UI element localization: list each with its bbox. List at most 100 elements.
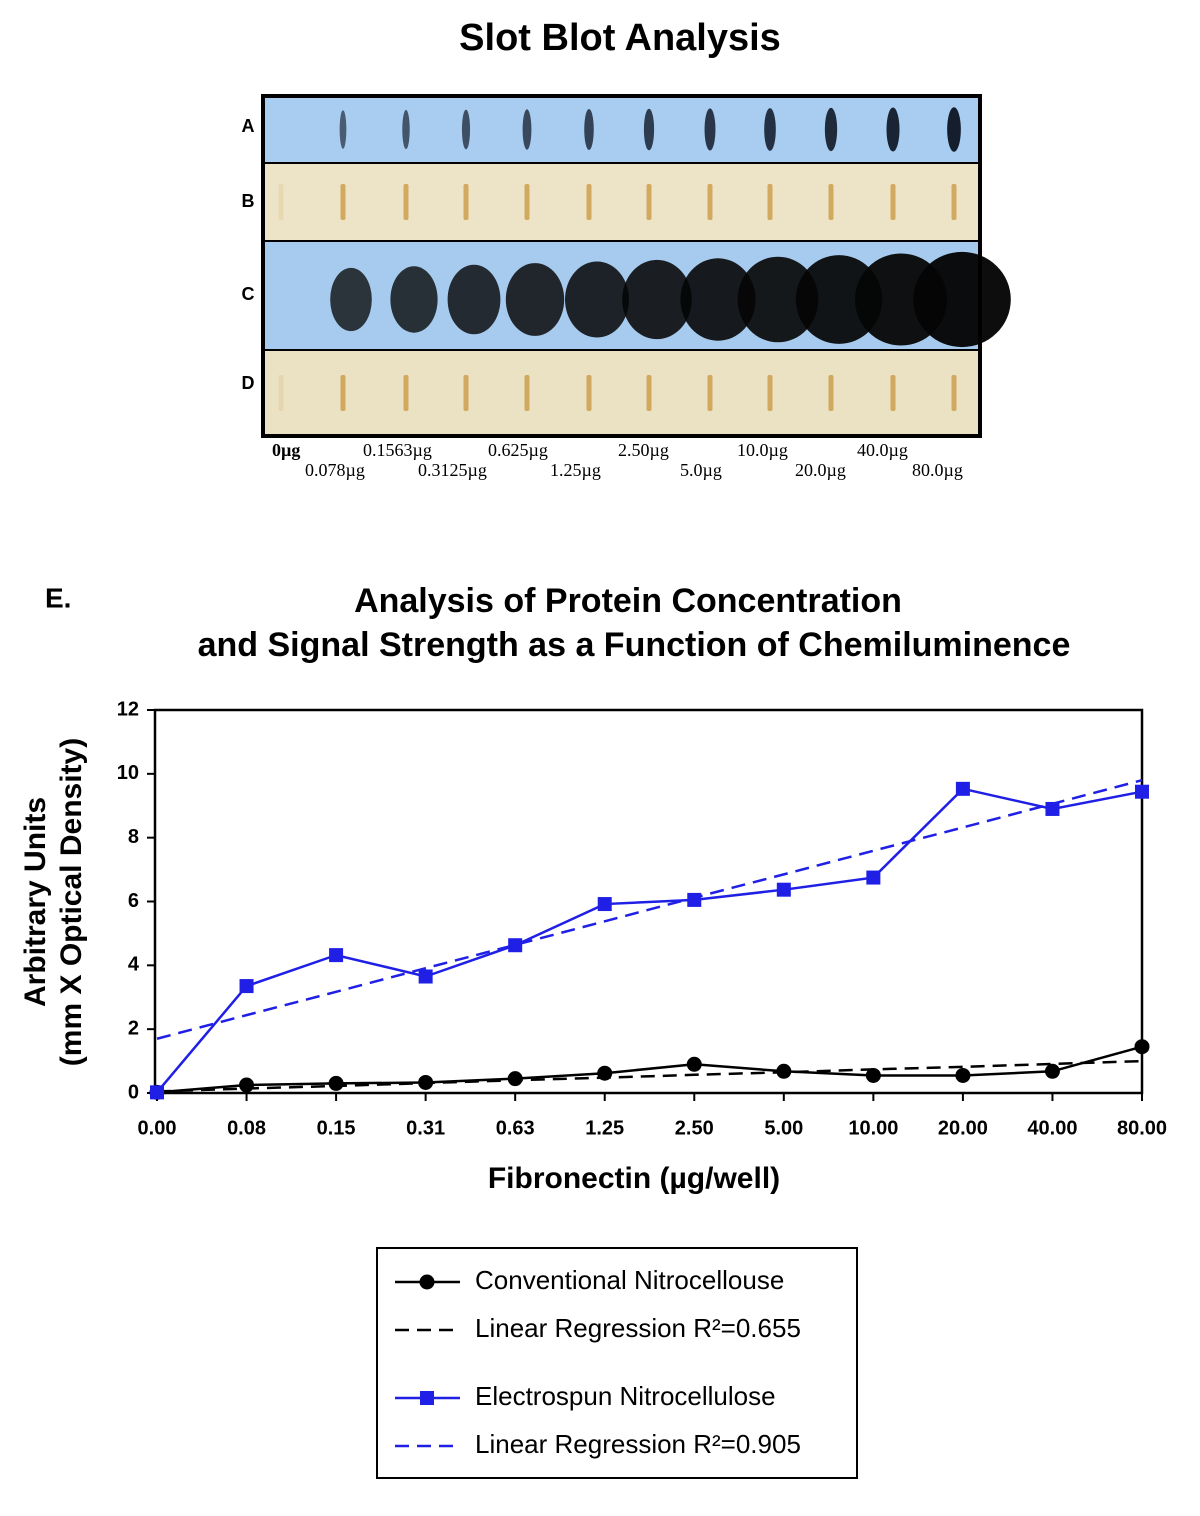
blot-band bbox=[828, 184, 834, 220]
blot-band bbox=[767, 375, 773, 411]
blot-band bbox=[680, 258, 756, 341]
legend-box bbox=[376, 1247, 858, 1479]
row-label: B bbox=[242, 191, 255, 211]
regression-line bbox=[156, 1059, 1143, 1093]
blot-band bbox=[340, 184, 346, 220]
data-point bbox=[776, 882, 791, 897]
lane-label: 0µg bbox=[272, 440, 300, 460]
x-tick-label: 5.00 bbox=[764, 1117, 803, 1139]
y-tick-label: 6 bbox=[128, 890, 139, 912]
plot: 0 2 4 6 8 10 12 0.00 0.08 0.15 0.31 0.63 1.25 2.50 5.0… bbox=[117, 698, 1167, 1139]
data-point bbox=[955, 781, 970, 796]
lane-label: 5.0µg bbox=[680, 460, 722, 480]
data-point bbox=[508, 938, 523, 953]
panel-label: E. bbox=[45, 582, 71, 613]
row-label: C bbox=[242, 284, 255, 304]
blot-band bbox=[947, 107, 961, 152]
blot-band bbox=[824, 107, 838, 152]
data-point bbox=[239, 979, 254, 994]
blot-band bbox=[890, 184, 896, 220]
y-tick-label: 0 bbox=[128, 1081, 139, 1103]
blot-band bbox=[646, 184, 652, 220]
legend-label: Conventional Nitrocellouse bbox=[475, 1265, 784, 1295]
blot-band bbox=[390, 266, 438, 333]
blot-band bbox=[828, 375, 834, 411]
legend-label: Linear Regression R²=0.905 bbox=[475, 1429, 801, 1459]
blot-frame bbox=[261, 94, 982, 438]
lane-label: 2.50µg bbox=[618, 440, 669, 460]
blot-band bbox=[890, 375, 896, 411]
lane-label: 40.0µg bbox=[857, 440, 908, 460]
blot-row bbox=[262, 349, 981, 437]
data-point bbox=[686, 1056, 702, 1072]
blot-band bbox=[795, 255, 883, 344]
x-tick-label: 20.00 bbox=[938, 1117, 988, 1139]
blot-band bbox=[330, 267, 372, 332]
series-line bbox=[156, 787, 1143, 1094]
chart-title: Analysis of Protein Concentration bbox=[354, 582, 902, 620]
blot-band bbox=[767, 184, 773, 220]
data-point bbox=[418, 969, 433, 984]
y-axis-label: Arbitrary Units bbox=[19, 797, 52, 1007]
y-tick-label: 2 bbox=[128, 1017, 139, 1039]
data-point bbox=[150, 1085, 164, 1100]
data-point bbox=[329, 948, 344, 963]
blot-band bbox=[704, 108, 716, 151]
x-tick-label: 80.00 bbox=[1117, 1117, 1167, 1139]
blot-band bbox=[707, 184, 713, 220]
lane-label: 80.0µg bbox=[912, 460, 963, 480]
blot-band bbox=[586, 375, 592, 411]
blot-band bbox=[278, 375, 284, 411]
blot-band bbox=[524, 375, 530, 411]
lane-label: 0.1563µg bbox=[363, 440, 432, 460]
y-tick-label: 4 bbox=[128, 954, 140, 976]
blot-band bbox=[707, 375, 713, 411]
blot-band bbox=[278, 184, 284, 220]
x-tick-label: 10.00 bbox=[848, 1117, 898, 1139]
blot-band bbox=[586, 184, 592, 220]
x-axis-label: Fibronectin (µg/well) bbox=[488, 1162, 780, 1195]
x-tick-label: 1.25 bbox=[585, 1117, 624, 1139]
blot-band bbox=[737, 256, 819, 343]
blot-band bbox=[622, 259, 692, 340]
x-tick-label: 40.00 bbox=[1027, 1117, 1077, 1139]
blot-band bbox=[340, 375, 346, 411]
lane-label: 0.625µg bbox=[488, 440, 548, 460]
blot-band bbox=[764, 108, 776, 151]
data-point bbox=[507, 1071, 523, 1087]
blot-band bbox=[646, 375, 652, 411]
blot-band bbox=[402, 109, 410, 150]
blot-band bbox=[951, 184, 957, 220]
data-point bbox=[597, 897, 612, 912]
blot-band bbox=[565, 261, 629, 338]
slot-blot: A B C D 0µg0.078µg0.1563µg0.3125µg0.625µg1.2… bbox=[242, 94, 1011, 480]
lane-label: 20.0µg bbox=[795, 460, 846, 480]
data-point bbox=[239, 1077, 255, 1093]
blot-band bbox=[584, 109, 594, 150]
blot-band bbox=[447, 264, 501, 335]
blot-band bbox=[403, 184, 409, 220]
blot-band bbox=[463, 375, 469, 411]
lane-label: 0.078µg bbox=[305, 460, 365, 480]
x-tick-label: 0.08 bbox=[227, 1117, 266, 1139]
row-label: D bbox=[242, 373, 255, 393]
blot-band bbox=[524, 184, 530, 220]
legend-label: Linear Regression R²=0.655 bbox=[475, 1313, 801, 1343]
lane-label: 0.3125µg bbox=[418, 460, 487, 480]
data-point bbox=[955, 1067, 971, 1083]
blot-row bbox=[262, 162, 981, 242]
blot-band bbox=[463, 184, 469, 220]
blot-title: Slot Blot Analysis bbox=[459, 17, 781, 59]
data-point bbox=[1135, 784, 1149, 799]
y-tick-label: 8 bbox=[128, 826, 139, 848]
lane-label: 1.25µg bbox=[550, 460, 601, 480]
chart-title: and Signal Strength as a Function of Che… bbox=[198, 626, 1071, 664]
x-tick-label: 0.15 bbox=[317, 1117, 356, 1139]
data-point bbox=[1134, 1039, 1150, 1055]
data-point bbox=[865, 1067, 881, 1083]
legend-label: Electrospun Nitrocellulose bbox=[475, 1381, 776, 1411]
legend-marker bbox=[419, 1274, 435, 1290]
legend-marker bbox=[420, 1391, 434, 1405]
